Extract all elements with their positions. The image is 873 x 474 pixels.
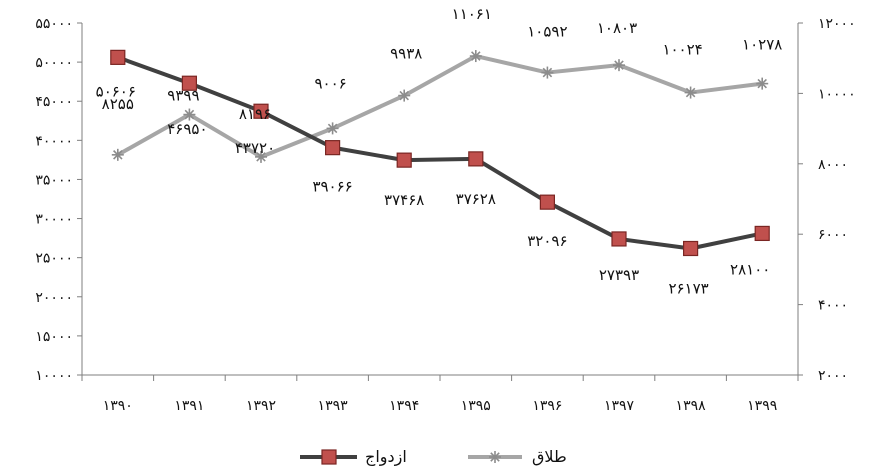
marriage-data-label: ۳۷۶۲۸ bbox=[456, 190, 496, 208]
divorce-data-label: ۸۱۹۶ bbox=[239, 105, 271, 123]
marriage-point bbox=[110, 49, 126, 65]
legend-label-marriage: ازدواج bbox=[365, 447, 407, 467]
divorce-point bbox=[541, 66, 554, 79]
x-tick-label: ۱۳۹۲ bbox=[246, 398, 276, 414]
y-right-tick-label: ۱۰۰۰۰ bbox=[818, 86, 856, 102]
marriage-point bbox=[181, 75, 197, 91]
y-left-tick-label: ۳۰۰۰۰ bbox=[35, 212, 73, 228]
divorce-data-label: ۱۰۲۷۸ bbox=[742, 36, 782, 54]
marriage-data-label-1391: ۴۶۹۵۰ bbox=[167, 120, 207, 138]
y-right-tick-label: ۱۲۰۰۰ bbox=[818, 16, 856, 32]
y-left-tick-label: ۲۵۰۰۰ bbox=[35, 251, 73, 267]
marriage-data-label: ۵۰۶۰۶ bbox=[96, 82, 136, 100]
divorce-point bbox=[398, 89, 411, 102]
divorce-point bbox=[756, 77, 769, 90]
marriage-point bbox=[539, 194, 556, 210]
divorce-data-label: ۱۰۵۹۲ bbox=[527, 23, 567, 41]
series-line-divorce bbox=[116, 54, 763, 159]
x-tick-label: ۱۳۹۱ bbox=[174, 398, 204, 414]
y-right-tick-label: ۴۰۰۰ bbox=[818, 298, 848, 314]
marriage-data-label: ۳۲۰۹۶ bbox=[527, 232, 567, 250]
y-left-tick-label: ۱۰۰۰۰ bbox=[35, 368, 73, 384]
marriage-data-label: ۲۸۱۰۰ bbox=[730, 260, 770, 278]
marriage-data-label: ۲۶۱۷۳ bbox=[668, 279, 708, 297]
marriage-data-label: ۳۷۴۶۸ bbox=[384, 191, 424, 209]
divorce-point bbox=[684, 86, 697, 99]
divorce-data-label: ۹۳۹۹ bbox=[167, 87, 199, 105]
marriage-data-label: ۲۷۳۹۳ bbox=[599, 266, 639, 284]
y-left-tick-label: ۴۵۰۰۰ bbox=[35, 94, 73, 110]
x-tick-label: ۱۳۹۷ bbox=[604, 398, 635, 414]
divorce-data-label: ۹۹۳۸ bbox=[390, 45, 422, 63]
x-tick-label: ۱۳۹۵ bbox=[461, 398, 491, 414]
y-left-tick-label: ۳۵۰۰۰ bbox=[35, 172, 73, 188]
marriage-data-label: ۴۳۷۲۰ bbox=[235, 139, 275, 157]
divorce-point bbox=[613, 59, 625, 72]
y-left-tick-label: ۵۰۰۰۰ bbox=[35, 55, 73, 71]
divorce-point bbox=[326, 122, 339, 135]
x-tick-label: ۱۳۹۰ bbox=[103, 398, 133, 414]
legend-swatch-divorce-marker bbox=[489, 451, 501, 463]
legend-swatch-marriage-marker bbox=[321, 449, 337, 465]
marriage-point bbox=[682, 240, 699, 257]
x-tick-label: ۱۳۹۹ bbox=[747, 398, 777, 414]
marriage-point bbox=[325, 140, 341, 156]
legend-label-divorce: طلاق bbox=[532, 447, 567, 466]
y-left-tick-label: ۲۰۰۰۰ bbox=[35, 290, 73, 306]
x-tick-label: ۱۳۹۴ bbox=[389, 398, 419, 414]
marriage-data-label: ۳۹۰۶۶ bbox=[312, 178, 352, 196]
divorce-data-label: ۱۱۰۶۱ bbox=[452, 5, 492, 23]
divorce-point bbox=[255, 150, 267, 163]
x-tick-label: ۱۳۹۳ bbox=[318, 398, 349, 414]
divorce-point bbox=[111, 148, 124, 161]
divorce-data-label: ۹۰۰۶ bbox=[314, 74, 346, 92]
y-left-tick-label: ۱۵۰۰۰ bbox=[35, 329, 73, 345]
marriage-point bbox=[611, 231, 627, 247]
series-line-marriage bbox=[117, 55, 763, 251]
y-right-tick-label: ۶۰۰۰ bbox=[818, 227, 848, 243]
marriage-point bbox=[468, 151, 484, 167]
divorce-data-label: ۸۲۵۵ bbox=[102, 95, 134, 113]
marriage-point bbox=[253, 103, 269, 119]
x-tick-label: ۱۳۹۶ bbox=[532, 398, 562, 414]
y-left-tick-label: ۴۰۰۰۰ bbox=[35, 133, 73, 149]
divorce-point bbox=[469, 50, 482, 63]
divorce-data-label: ۱۰۰۲۴ bbox=[662, 41, 702, 59]
y-right-tick-label: ۲۰۰۰ bbox=[818, 368, 848, 384]
marriage-point bbox=[754, 225, 770, 242]
divorce-data-label: ۱۰۸۰۳ bbox=[597, 19, 637, 37]
marriage-point bbox=[396, 152, 412, 168]
x-tick-label: ۱۳۹۸ bbox=[676, 398, 707, 414]
y-left-tick-label: ۵۵۰۰۰ bbox=[35, 16, 73, 32]
divorce-point bbox=[183, 108, 196, 121]
y-right-tick-label: ۸۰۰۰ bbox=[818, 157, 848, 173]
